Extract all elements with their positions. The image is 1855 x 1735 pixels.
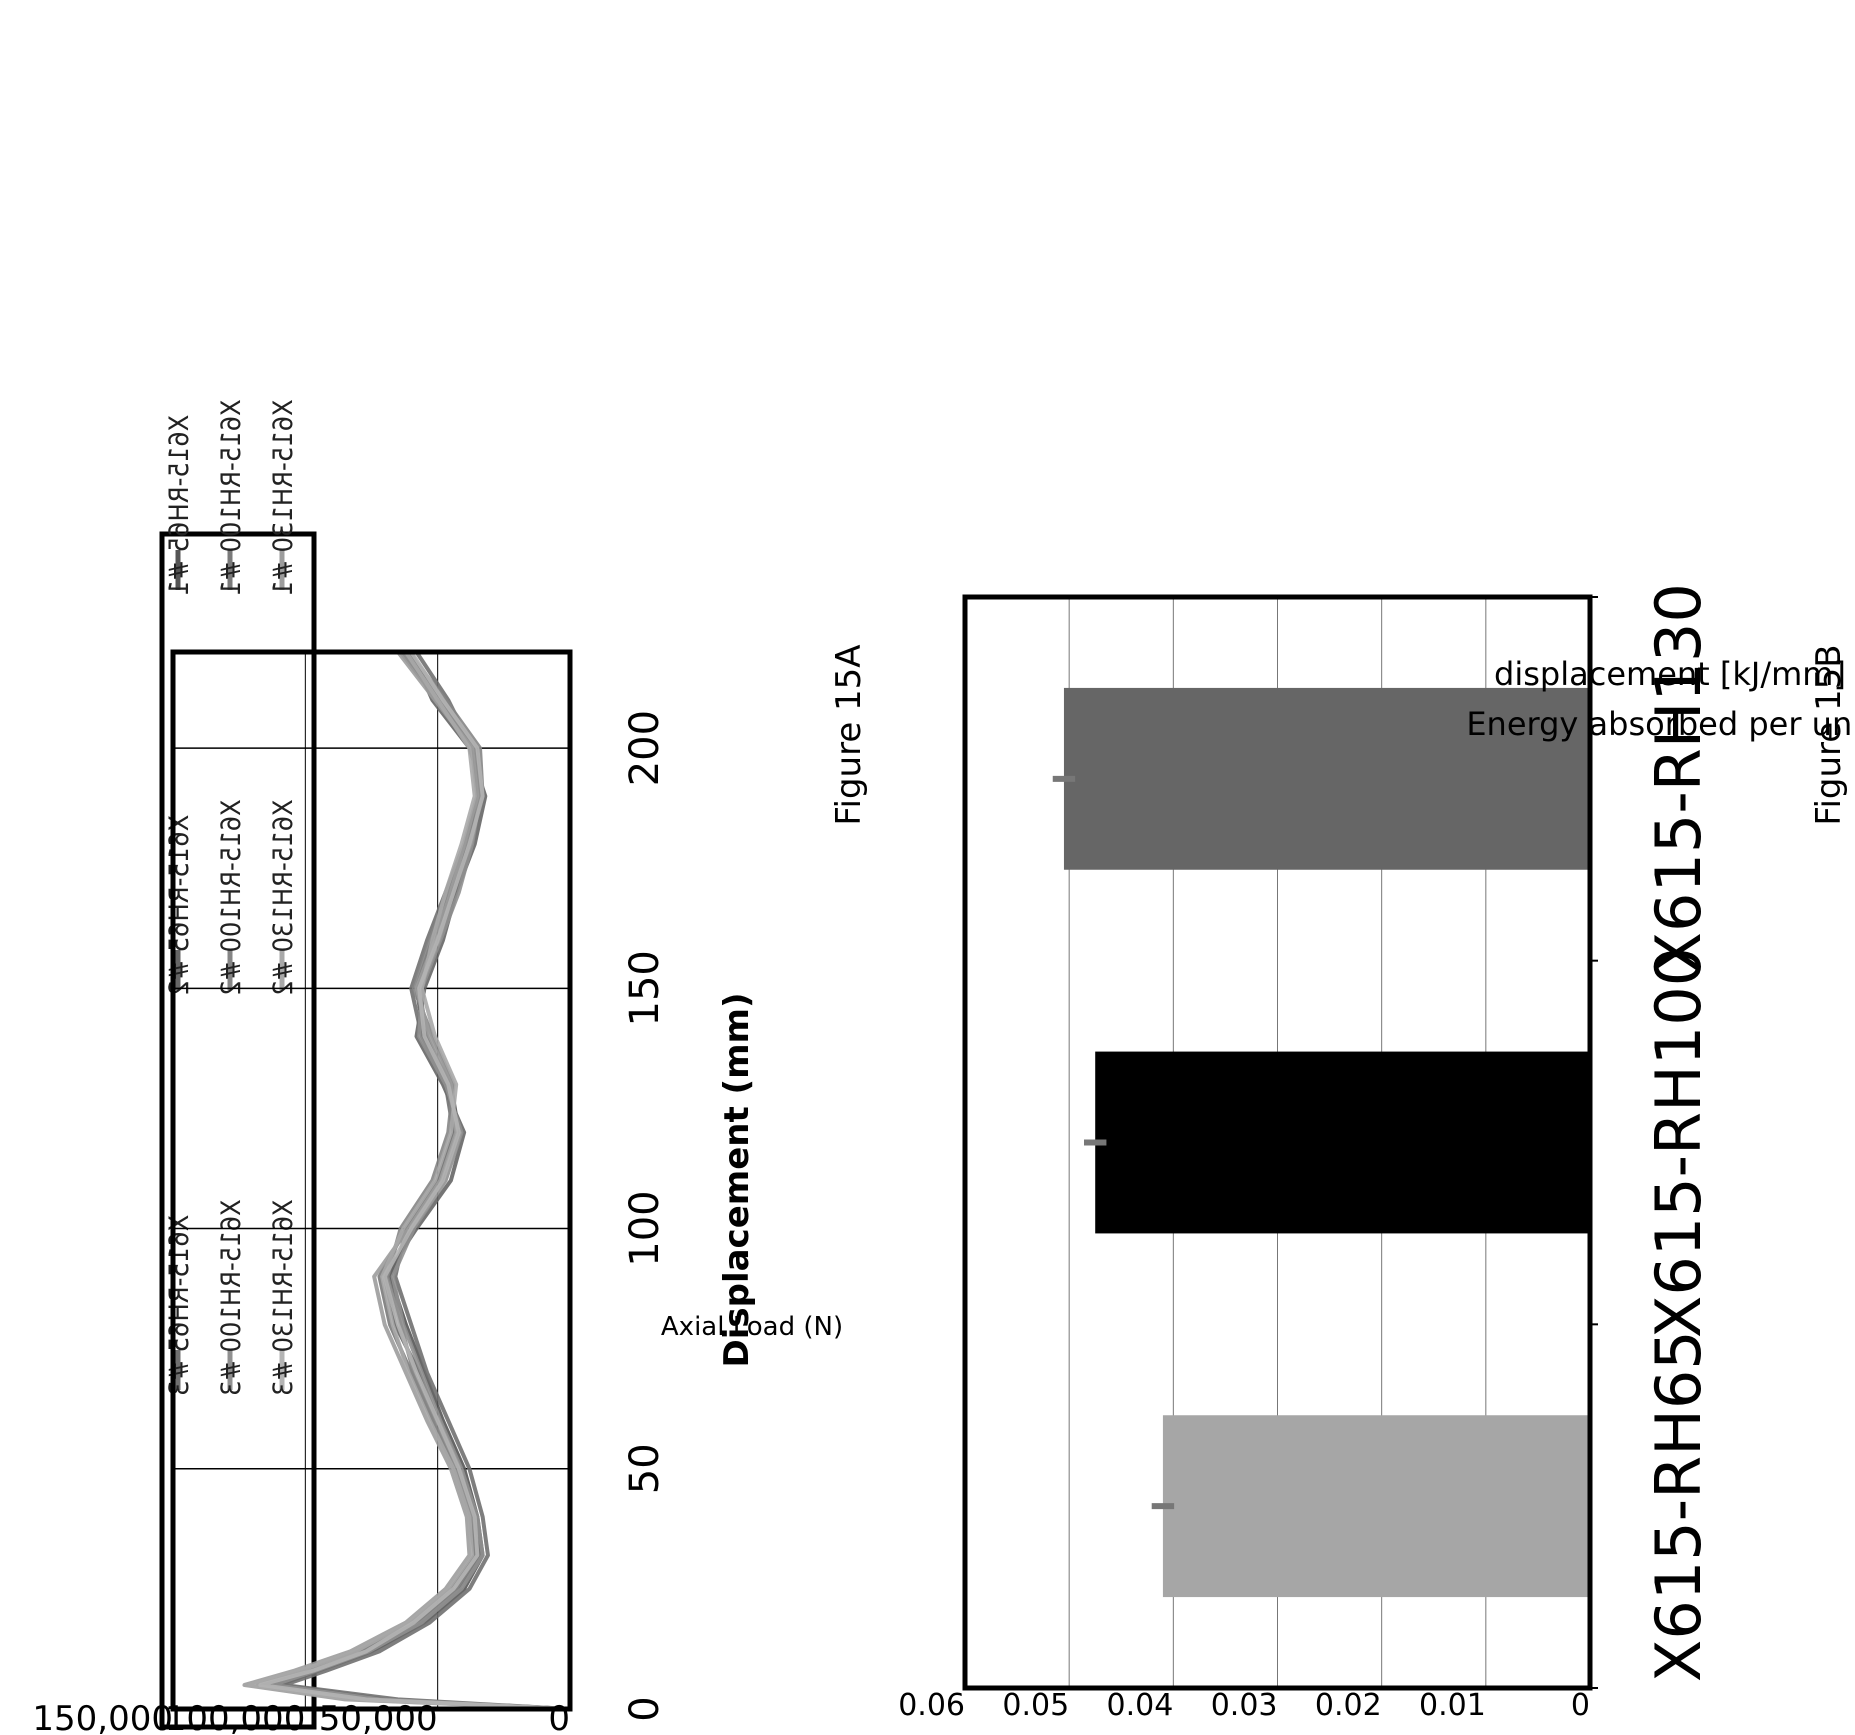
y-tick-label: 0 xyxy=(548,1699,570,1735)
legend-entry: X615-RH130 #1 xyxy=(268,399,299,596)
legend-entry: X615-RH130 #2 xyxy=(268,799,299,996)
series-line xyxy=(276,650,572,1711)
legend-entry: X615-RH100 #3 xyxy=(216,1199,247,1396)
x-tick-label: 0 xyxy=(622,1696,668,1721)
y-tick-label: 0.06 xyxy=(898,1688,965,1723)
bar xyxy=(1162,1415,1590,1598)
legend-entry: X615-RH65 #3 xyxy=(164,1215,195,1396)
y-tick-label: 150,000 xyxy=(32,1699,173,1735)
series-line xyxy=(247,650,572,1711)
figure-caption-a: Figure 15A xyxy=(829,644,869,825)
legend: X615-RH65 #1 X615-RH65 #2 X615-RH65 #3 X615… xyxy=(164,399,299,1396)
series-line xyxy=(271,650,572,1711)
y-tick-label: 0.05 xyxy=(1002,1688,1069,1723)
bar xyxy=(1063,687,1591,870)
legend-entry: X615-RH100 #1 xyxy=(216,399,247,596)
x-tick-label: 150 xyxy=(622,950,668,1026)
x-tick-label: 100 xyxy=(622,1190,668,1266)
series-line xyxy=(258,650,572,1711)
x-axis-label: Displacement (mm) xyxy=(717,993,757,1368)
x-category-label: X615-RH65 xyxy=(1642,1330,1715,1682)
figure-15a: X615-RH65 #1 X615-RH65 #2 X615-RH65 #3 X615… xyxy=(32,399,869,1735)
x-tick-labels: 0 50 100 150 200 xyxy=(622,710,668,1722)
x-category-label: X615-RH100 xyxy=(1642,947,1715,1338)
x-tick-label: 50 xyxy=(622,1443,668,1494)
x-tick-label: 200 xyxy=(622,710,668,786)
x-category-label: X615-RH130 xyxy=(1642,583,1715,974)
y-tick-label: 0.02 xyxy=(1315,1688,1382,1723)
figure-15b: 00.010.020.030.040.050.06 X615-RH65X615-… xyxy=(898,583,1855,1723)
legend-entry: X615-RH65 #1 xyxy=(164,415,195,596)
y-tick-labels: 0 0.01 0.02 0.03 0.04 0.05 0.06 xyxy=(898,1688,1590,1723)
legend-entry: X615-RH100 #2 xyxy=(216,799,247,996)
y-tick-label: 0.01 xyxy=(1419,1688,1486,1723)
series-line xyxy=(282,650,572,1711)
figure-caption-b: Figure 15B xyxy=(1809,644,1849,825)
plot-area-frame xyxy=(962,594,1593,1691)
legend-entry: X615-RH130 #3 xyxy=(268,1199,299,1396)
y-axis-label-line-1: Energy absorbed per unit xyxy=(1466,705,1855,743)
series-lines xyxy=(242,650,572,1711)
y-tick-label: 0 xyxy=(1571,1688,1590,1723)
y-tick-label: 0.03 xyxy=(1211,1688,1278,1723)
bars xyxy=(1052,687,1591,1598)
legend-box xyxy=(159,531,317,1730)
plot-area-frame xyxy=(170,649,573,1712)
series-line xyxy=(242,650,572,1711)
y-tick-label: 0.04 xyxy=(1107,1688,1174,1723)
legend-entry: X615-RH65 #2 xyxy=(164,815,195,996)
y-axis-label: Axial Load (N) xyxy=(661,1312,843,1342)
y-axis-label-line-2: displacement [kJ/mm] xyxy=(1494,655,1846,693)
bar xyxy=(1095,1051,1591,1234)
y-tick-label: 50,000 xyxy=(319,1699,438,1735)
y-tick-label: 100,000 xyxy=(165,1699,306,1735)
